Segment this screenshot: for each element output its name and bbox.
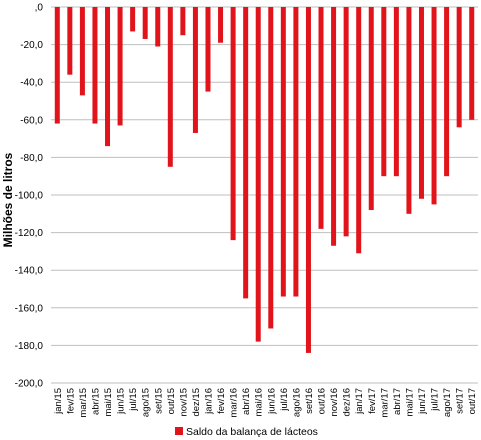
bar <box>243 7 249 299</box>
x-tick-label: jan/17 <box>354 388 365 415</box>
x-tick-label: nov/15 <box>178 388 189 417</box>
legend: Saldo da balança de lácteos <box>175 426 318 438</box>
x-tick-label: mar/17 <box>379 388 390 418</box>
x-tick-label: set/16 <box>304 388 315 414</box>
bar <box>343 7 349 237</box>
y-axis-ticks: ,0 -20,0 -40,0 -60,0 -80,0 -100,0 -120,0 -140,0… <box>15 3 44 390</box>
x-tick-label: out/15 <box>166 388 177 414</box>
x-tick-label: dez/16 <box>342 388 353 417</box>
x-tick-label: fev/15 <box>65 388 76 414</box>
y-tick-label: -40,0 <box>20 78 43 89</box>
bar <box>192 7 198 133</box>
x-tick-label: set/15 <box>153 388 164 414</box>
bar <box>406 7 412 214</box>
x-tick-label: ago/17 <box>442 388 453 417</box>
y-tick-label: -160,0 <box>15 303 44 314</box>
x-axis-ticks: jan/15 fev/15 mar/15 abr/15 mai/15 jun/15 jul/… <box>53 388 478 418</box>
bar <box>293 7 299 297</box>
bar <box>444 7 450 177</box>
y-tick-label: -180,0 <box>15 341 44 352</box>
bar <box>255 7 261 342</box>
bar <box>469 7 475 120</box>
x-tick-label: out/17 <box>467 388 478 414</box>
x-tick-label: jun/15 <box>116 388 127 415</box>
x-tick-label: abr/15 <box>90 388 101 415</box>
x-tick-label: jul/17 <box>430 388 441 412</box>
x-tick-label: mar/16 <box>229 388 240 418</box>
x-tick-label: fev/16 <box>216 388 227 414</box>
bar <box>130 7 136 32</box>
x-tick-label: mar/15 <box>78 388 89 418</box>
x-tick-label: ago/15 <box>141 388 152 417</box>
y-tick-label: -20,0 <box>20 40 43 51</box>
bar <box>167 7 173 167</box>
y-axis-label: Milhões de litros <box>1 152 15 247</box>
y-tick-label: ,0 <box>35 3 44 14</box>
bar <box>305 7 311 353</box>
bar <box>67 7 73 75</box>
x-tick-label: fev/17 <box>367 388 378 414</box>
y-tick-label: -80,0 <box>20 153 43 164</box>
x-tick-label: mai/16 <box>254 388 265 417</box>
x-tick-label: out/16 <box>317 388 328 414</box>
bar <box>142 7 148 39</box>
bar <box>117 7 123 126</box>
bar <box>268 7 274 329</box>
bar <box>368 7 374 211</box>
bar <box>92 7 98 124</box>
y-tick-label: -100,0 <box>15 191 44 202</box>
x-tick-label: nov/16 <box>329 388 340 417</box>
bar <box>456 7 462 128</box>
x-tick-label: abr/16 <box>241 388 252 415</box>
bar <box>318 7 324 229</box>
legend-label: Saldo da balança de lácteos <box>186 426 318 438</box>
bar <box>155 7 161 47</box>
bar <box>230 7 236 241</box>
y-tick-label: -60,0 <box>20 115 43 126</box>
bar <box>218 7 224 43</box>
x-tick-label: jun/16 <box>266 388 277 415</box>
legend-swatch <box>175 427 183 435</box>
bar <box>280 7 286 297</box>
bar <box>180 7 186 36</box>
x-tick-label: ago/16 <box>291 388 302 417</box>
x-tick-label: mai/17 <box>404 388 415 417</box>
x-tick-label: set/17 <box>455 388 466 414</box>
y-tick-label: -140,0 <box>15 266 44 277</box>
x-tick-label: abr/17 <box>392 388 403 415</box>
bar <box>205 7 211 92</box>
bars <box>54 7 475 353</box>
bar <box>79 7 85 96</box>
gridlines <box>51 6 478 384</box>
bar <box>418 7 424 199</box>
y-tick-label: -200,0 <box>15 379 44 390</box>
bar <box>105 7 111 147</box>
bar <box>331 7 337 246</box>
bar <box>393 7 399 177</box>
bar <box>431 7 437 205</box>
bar <box>356 7 362 254</box>
bar <box>54 7 60 124</box>
x-tick-label: dez/15 <box>191 388 202 417</box>
bar <box>381 7 387 177</box>
x-tick-label: jul/15 <box>128 388 139 412</box>
y-tick-label: -120,0 <box>15 228 44 239</box>
x-tick-label: jan/16 <box>203 388 214 415</box>
x-tick-label: jul/16 <box>279 388 290 412</box>
x-tick-label: mai/15 <box>103 388 114 417</box>
x-tick-label: jun/17 <box>417 388 428 415</box>
x-tick-label: jan/15 <box>53 388 64 415</box>
